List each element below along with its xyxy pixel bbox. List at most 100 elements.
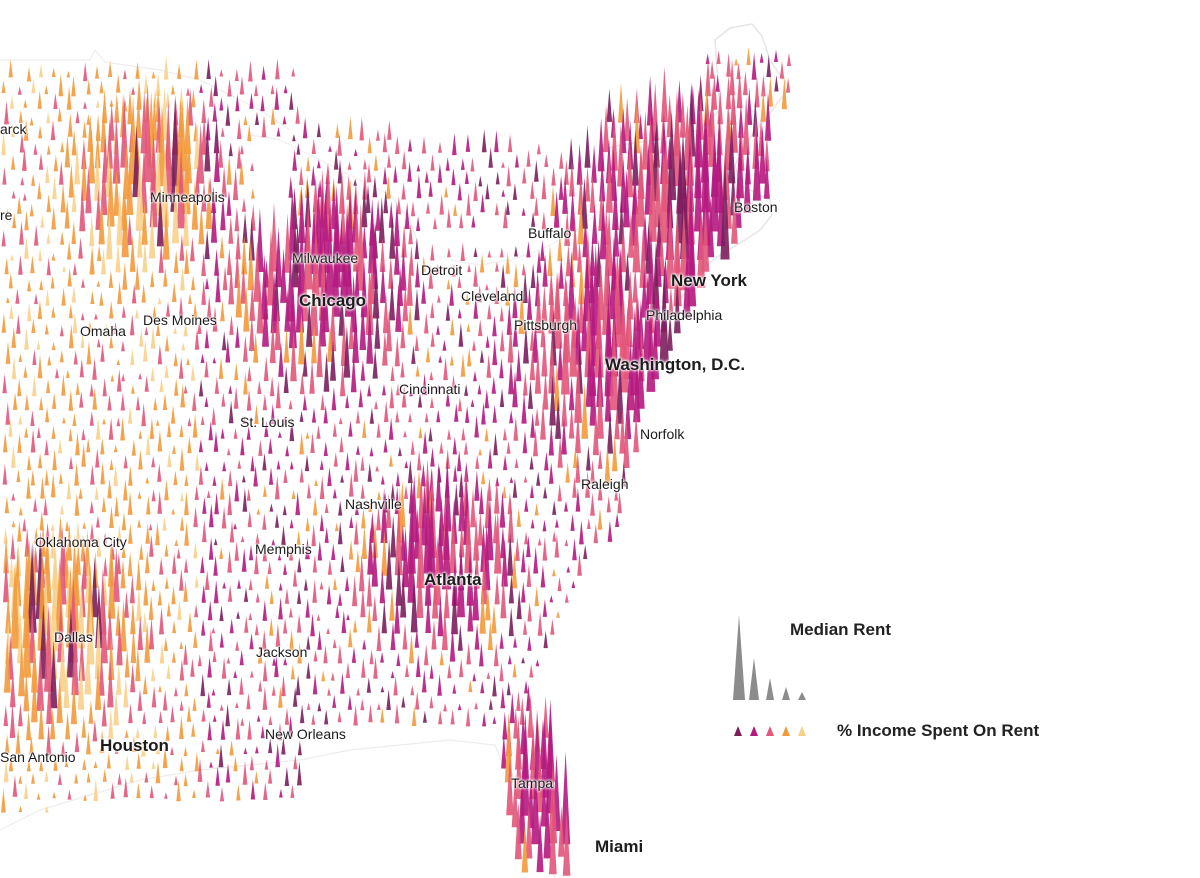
rent-spike bbox=[24, 427, 29, 438]
rent-spike bbox=[151, 685, 157, 708]
rent-spike bbox=[561, 751, 571, 845]
rent-spike bbox=[11, 520, 16, 528]
rent-spike bbox=[500, 264, 506, 288]
rent-spike bbox=[190, 237, 195, 262]
rent-spike bbox=[187, 88, 194, 126]
rent-spike bbox=[166, 601, 171, 617]
rent-spike bbox=[109, 300, 114, 319]
rent-spike-md bbox=[766, 678, 774, 700]
rent-spike bbox=[449, 626, 456, 662]
rent-spike bbox=[319, 513, 324, 532]
rent-spike bbox=[437, 595, 444, 637]
rent-spike bbox=[89, 500, 94, 514]
rent-spike bbox=[352, 308, 359, 363]
rent-spike bbox=[502, 485, 507, 499]
city-label-san-antonio: San Antonio bbox=[0, 749, 76, 765]
rent-spike bbox=[275, 623, 281, 647]
rent-spike bbox=[299, 467, 304, 483]
rent-spike bbox=[493, 643, 499, 667]
rent-spike bbox=[222, 266, 228, 291]
rent-spike bbox=[129, 314, 135, 336]
rent-spike bbox=[1, 313, 7, 333]
rent-spike bbox=[574, 353, 582, 423]
rent-spike bbox=[204, 461, 209, 471]
city-label-jackson: Jackson bbox=[256, 644, 308, 660]
rent-spike bbox=[143, 73, 149, 94]
rent-spike bbox=[606, 88, 613, 122]
rent-spike bbox=[360, 483, 365, 499]
rent-spike bbox=[130, 348, 135, 366]
rent-spike bbox=[82, 521, 87, 529]
rent-spike bbox=[499, 632, 504, 649]
rent-spike bbox=[72, 413, 77, 426]
rent-spike bbox=[534, 196, 539, 216]
rent-spike bbox=[735, 175, 742, 228]
rent-spike bbox=[385, 538, 393, 590]
rent-spike bbox=[46, 194, 51, 213]
rent-spike bbox=[311, 324, 317, 364]
rent-spike bbox=[51, 67, 56, 77]
rent-spike bbox=[8, 755, 14, 772]
rent-spike bbox=[264, 573, 270, 589]
rent-spike bbox=[529, 326, 535, 351]
rent-spike bbox=[285, 445, 290, 457]
rent-spike bbox=[309, 255, 319, 336]
rent-spike bbox=[492, 674, 497, 697]
rent-spike bbox=[416, 174, 422, 199]
rent-spike bbox=[131, 283, 137, 304]
rent-spike bbox=[242, 212, 248, 243]
rent-spike bbox=[526, 535, 531, 558]
rent-spike bbox=[263, 356, 269, 381]
rent-spike bbox=[348, 116, 353, 140]
rent-spike bbox=[536, 250, 542, 273]
rent-spike bbox=[22, 193, 27, 201]
rent-spike bbox=[86, 438, 91, 453]
rent-spike bbox=[348, 628, 353, 648]
city-label-cleveland: Cleveland bbox=[461, 288, 524, 304]
city-label-boston: Boston bbox=[734, 199, 778, 215]
city-label-pierre: re bbox=[0, 207, 13, 223]
rent-spike bbox=[206, 691, 211, 708]
rent-spike bbox=[403, 430, 407, 438]
rent-spike bbox=[550, 618, 555, 635]
rent-spike bbox=[380, 707, 385, 723]
rent-spike bbox=[504, 713, 513, 783]
rent-spike bbox=[204, 396, 209, 407]
rent-spike bbox=[233, 427, 238, 439]
rent-spike bbox=[193, 301, 198, 319]
rent-spike bbox=[120, 598, 127, 652]
city-label-st-louis: St. Louis bbox=[240, 414, 295, 430]
rent-spike bbox=[5, 209, 10, 216]
rent-spike bbox=[247, 719, 252, 740]
rent-spike bbox=[219, 97, 224, 111]
rent-spike bbox=[95, 114, 101, 142]
rent-spike bbox=[480, 680, 485, 694]
rent-spike bbox=[743, 150, 751, 213]
rent-spike bbox=[537, 537, 542, 546]
rent-spike bbox=[69, 455, 74, 470]
rent-spike bbox=[50, 275, 55, 289]
rent-spike bbox=[584, 299, 593, 378]
rent-spike bbox=[353, 178, 357, 186]
rent-spike bbox=[494, 130, 499, 153]
rent-spike bbox=[540, 774, 548, 827]
rent-spike bbox=[284, 588, 290, 604]
rent-spike bbox=[71, 188, 77, 213]
city-label-detroit: Detroit bbox=[421, 262, 463, 278]
rent-spike bbox=[473, 516, 480, 561]
rent-spike bbox=[508, 574, 514, 604]
rent-spike bbox=[558, 256, 564, 289]
rent-spike bbox=[754, 76, 760, 108]
rent-spike bbox=[60, 183, 66, 213]
rent-spike bbox=[62, 416, 66, 424]
rent-spike bbox=[91, 557, 99, 618]
rent-spike bbox=[452, 133, 457, 156]
rent-spike bbox=[121, 543, 126, 558]
rent-spike bbox=[353, 148, 358, 156]
rent-spike bbox=[142, 674, 148, 695]
rent-spike bbox=[323, 645, 328, 664]
rent-spike bbox=[527, 694, 534, 738]
rent-spike bbox=[53, 93, 58, 109]
rent-spike bbox=[382, 330, 388, 366]
rent-spike bbox=[9, 95, 14, 109]
